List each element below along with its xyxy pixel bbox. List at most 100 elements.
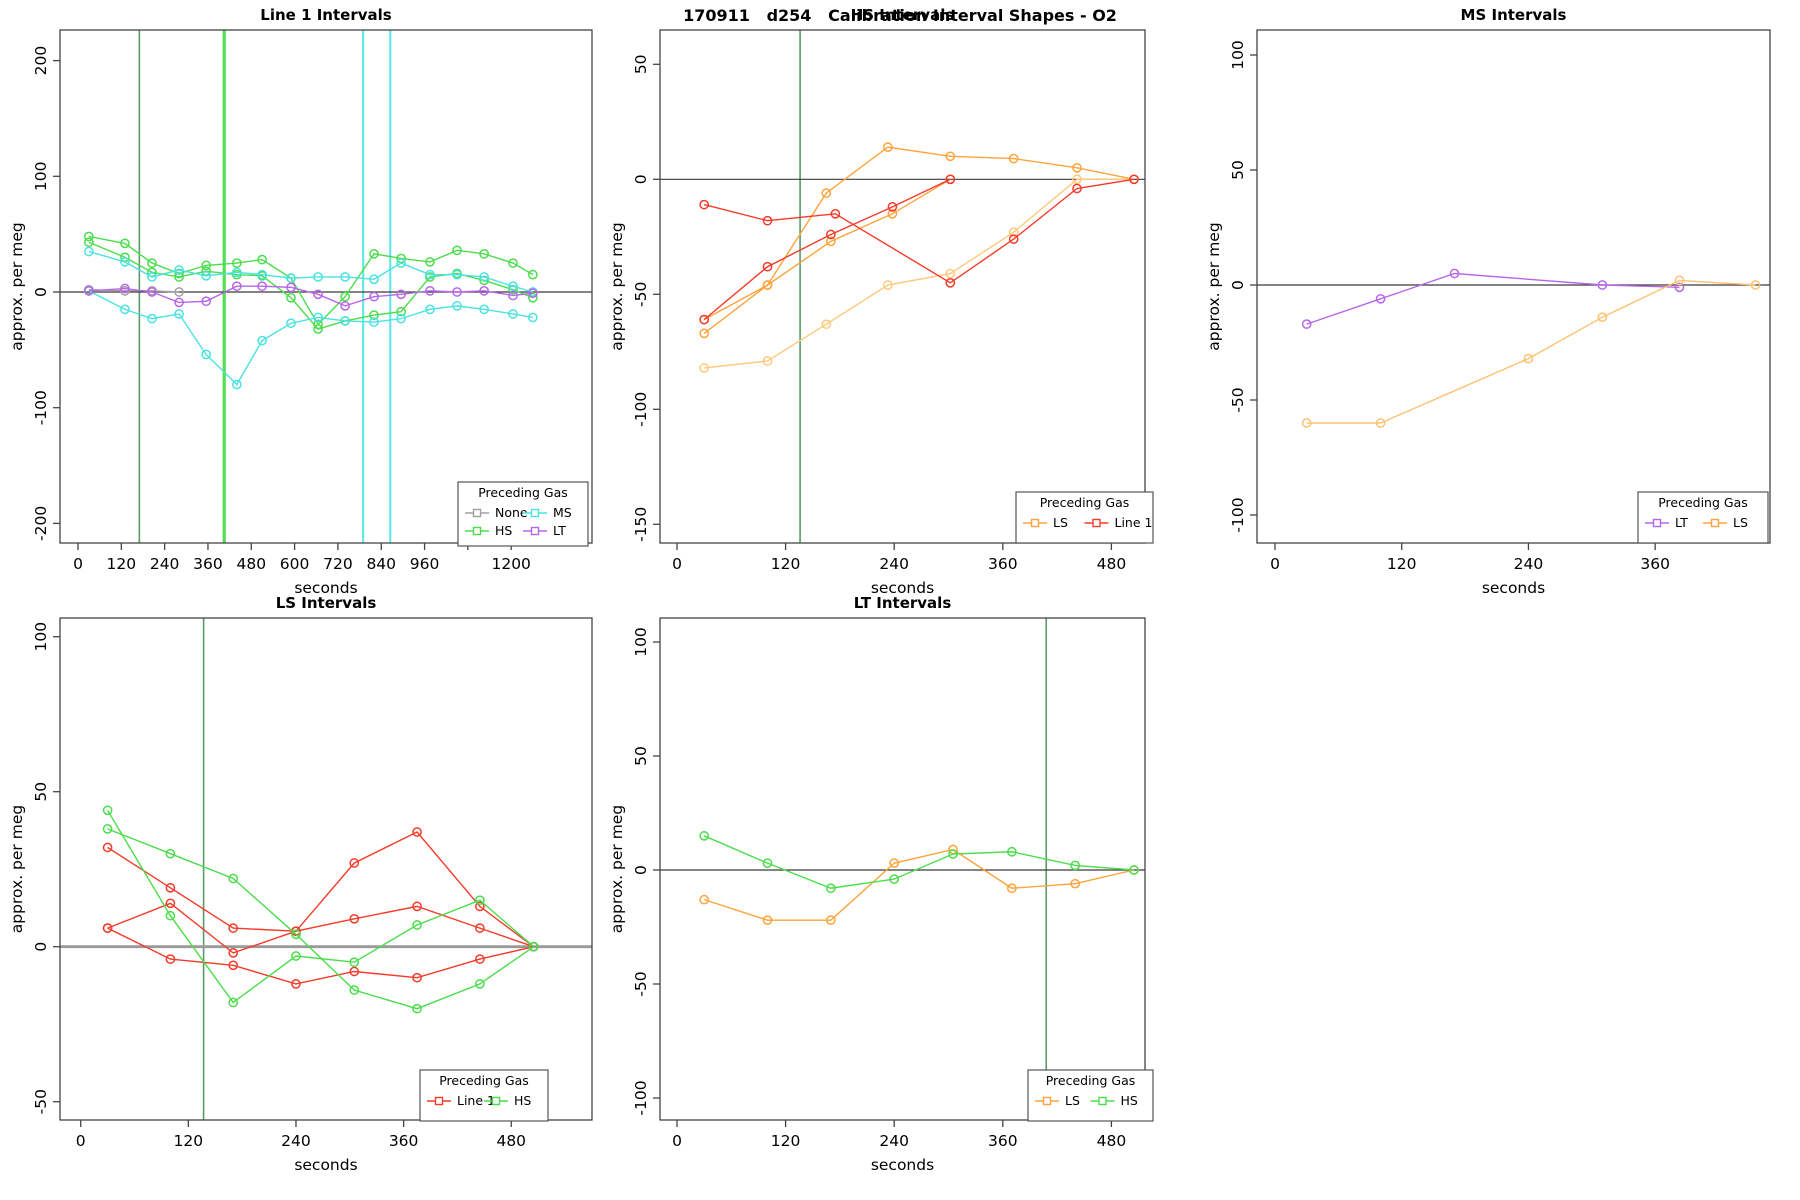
series-marker-LS-1 bbox=[1072, 162, 1082, 173]
series-marker-MS-2 bbox=[340, 316, 350, 326]
series-marker-Line 1-b bbox=[349, 913, 360, 924]
y-tick-label: -200 bbox=[32, 506, 50, 541]
series-line-LS-2 bbox=[704, 178, 1135, 369]
legend-title: Preceding Gas bbox=[1046, 1073, 1136, 1088]
legend-key-square bbox=[530, 508, 540, 518]
series-marker-Line 1-a bbox=[412, 827, 422, 837]
series-marker-HS bbox=[889, 874, 900, 884]
series-marker-MS-1 bbox=[340, 272, 350, 282]
y-tick-label: 0 bbox=[632, 174, 650, 184]
series-marker-Line 1-a bbox=[762, 215, 773, 226]
legend-item-label: HS bbox=[1121, 1093, 1138, 1108]
y-tick-label: 50 bbox=[632, 746, 650, 766]
panel-hs-intervals: HS Intervals 0 120 240 360 480 seconds -150 -100… bbox=[608, 6, 1154, 597]
legend-key-square bbox=[1030, 518, 1040, 528]
series-marker-Line 1-a bbox=[830, 208, 841, 219]
series-line-HS-1 bbox=[107, 809, 535, 1004]
x-tick-label: 120 bbox=[107, 555, 137, 573]
series-marker-HS-1 bbox=[257, 254, 267, 265]
series-marker-LS-2 bbox=[1008, 227, 1019, 238]
series-marker-LS bbox=[762, 915, 773, 926]
series-marker-MS-1 bbox=[508, 281, 518, 292]
series-marker-Line 1-c bbox=[349, 966, 360, 977]
series-marker-HS-1 bbox=[201, 260, 212, 271]
series-marker-HS bbox=[826, 883, 836, 894]
legend-item-label: Line 1 bbox=[1115, 515, 1153, 530]
series-marker-LS bbox=[1597, 312, 1608, 323]
series-marker-LS-2 bbox=[762, 356, 773, 366]
series-marker-MS-2 bbox=[452, 301, 462, 311]
series-marker-LT bbox=[1449, 268, 1460, 279]
panel-title: LT Intervals bbox=[854, 594, 952, 612]
series-line-MS-1 bbox=[88, 250, 534, 293]
series-marker-MS-2 bbox=[201, 349, 212, 360]
series-marker-Line 1-a bbox=[699, 199, 710, 210]
series-marker-LT bbox=[120, 283, 130, 294]
series-marker-HS-2 bbox=[475, 979, 485, 989]
x-tick-label: 480 bbox=[1097, 555, 1127, 573]
series-line-Line 1-a bbox=[703, 178, 1135, 284]
series-marker-MS-2 bbox=[479, 304, 489, 315]
legend-key-square bbox=[472, 526, 482, 536]
series-marker-HS-1 bbox=[340, 291, 350, 302]
series-marker-LS bbox=[1674, 275, 1685, 286]
series-marker-Line 1-c bbox=[291, 979, 301, 989]
legend-key-square bbox=[472, 508, 482, 518]
series-line-LS-1 bbox=[703, 146, 1135, 334]
series-line-HS-2 bbox=[107, 828, 535, 1010]
series-marker-HS-1 bbox=[452, 245, 462, 256]
x-tick-label: 120 bbox=[771, 555, 801, 573]
series-marker-Line 1-a bbox=[945, 277, 956, 288]
series-marker-LT bbox=[508, 290, 518, 301]
series-marker-HS-2 bbox=[291, 929, 301, 940]
legend-item-label: LT bbox=[1675, 515, 1688, 530]
x-tick-label: 240 bbox=[1514, 555, 1544, 573]
series-marker-HS-1 bbox=[228, 997, 239, 1008]
series-marker-LT bbox=[83, 285, 94, 296]
x-tick-label: 360 bbox=[988, 555, 1018, 573]
series-marker-LS bbox=[1375, 418, 1386, 428]
series-marker-HS bbox=[762, 858, 773, 869]
y-axis-title: approx. per meg bbox=[608, 805, 626, 933]
series-marker-LS-3 bbox=[826, 236, 836, 247]
series-marker-HS-2 bbox=[528, 941, 539, 952]
x-tick-label: 360 bbox=[988, 1132, 1018, 1150]
series-marker-MS-1 bbox=[120, 257, 130, 267]
x-tick-label: 0 bbox=[1270, 555, 1280, 573]
y-tick-label: 200 bbox=[32, 46, 50, 76]
y-tick-label: 50 bbox=[632, 54, 650, 74]
x-tick-label: 120 bbox=[771, 1132, 801, 1150]
series-marker-HS-1 bbox=[102, 805, 113, 816]
legend-title: Preceding Gas bbox=[478, 485, 568, 500]
series-marker-MS-2 bbox=[369, 317, 379, 327]
series-marker-LT bbox=[1674, 282, 1685, 293]
y-tick-label: 0 bbox=[32, 287, 50, 297]
x-tick-label: 480 bbox=[496, 1132, 526, 1150]
series-marker-HS-1 bbox=[369, 248, 379, 259]
series-marker-MS-1 bbox=[369, 274, 379, 285]
series-marker-HS-1 bbox=[508, 258, 518, 268]
series-marker-HS bbox=[948, 849, 958, 859]
panel-ms-intervals: MS Intervals 0 120 240 360 seconds -100 -50 0 50 1… bbox=[1205, 6, 1771, 597]
legend-key-square bbox=[1098, 1096, 1107, 1106]
y-tick-label: -100 bbox=[1229, 497, 1247, 532]
series-marker-LS-3 bbox=[887, 208, 898, 219]
panel-title: MS Intervals bbox=[1461, 6, 1567, 24]
series-marker-None bbox=[174, 287, 184, 297]
series-marker-LT bbox=[1597, 280, 1608, 290]
series-marker-Line 1-b bbox=[475, 923, 485, 933]
series-marker-Line 1-a bbox=[1008, 234, 1019, 244]
series-marker-HS-1 bbox=[479, 248, 489, 259]
series-marker-MS-1 bbox=[147, 272, 157, 282]
series-marker-HS-1 bbox=[291, 951, 301, 961]
y-tick-label: -50 bbox=[1229, 387, 1247, 412]
series-line-Line 1-c bbox=[107, 927, 534, 985]
panel-title: LS Intervals bbox=[276, 594, 377, 612]
series-marker-Line 1-c bbox=[412, 972, 422, 983]
panel-ls-intervals: LS Intervals 0 120 240 360 480 seconds -50 0 50 10… bbox=[8, 594, 593, 1174]
series-marker-LS bbox=[699, 894, 710, 905]
series-line-HS bbox=[703, 835, 1135, 889]
series-marker-HS-2 bbox=[369, 310, 379, 320]
x-tick-label: 480 bbox=[1097, 1132, 1127, 1150]
x-axis-title: seconds bbox=[294, 579, 357, 597]
